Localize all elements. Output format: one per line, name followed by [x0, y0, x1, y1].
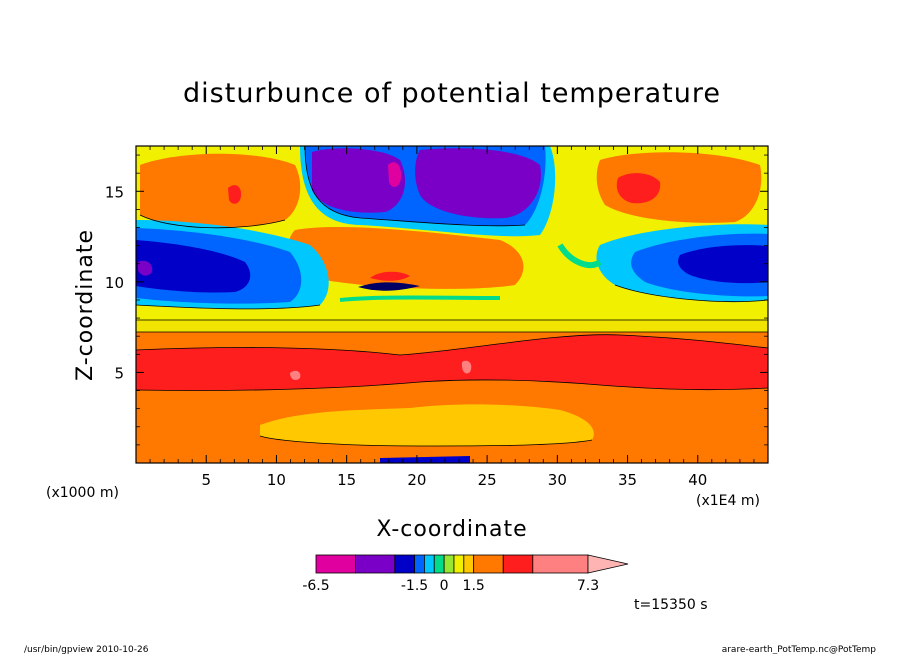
colorbar-swatch	[502, 554, 534, 574]
colorbar-swatch	[433, 554, 445, 574]
colorbar-label: 0	[440, 578, 449, 594]
colorbar-swatch	[473, 554, 504, 574]
x-tick-label: 40	[688, 471, 707, 489]
y-tick-label: 5	[114, 364, 124, 382]
colorbar-swatch	[453, 554, 465, 574]
colorbar-label: 1.5	[463, 578, 485, 594]
contour-field	[136, 146, 768, 463]
colorbar-label: -1.5	[401, 578, 428, 594]
chart-title: disturbunce of potential temperature	[183, 78, 721, 109]
x-tick-label: 25	[478, 471, 497, 489]
y-axis-label: Z-coordinate	[73, 229, 98, 381]
plot-frame	[135, 145, 769, 464]
x-tick-label: 30	[548, 471, 567, 489]
colorbar-swatch	[443, 554, 455, 574]
colorbar-swatch	[394, 554, 415, 574]
colorbar-extend-arrow	[587, 554, 629, 574]
axes: 5 10 15 20 25 30 35 40 5 10 15	[105, 146, 768, 489]
x-unit-note: (x1E4 m)	[696, 493, 760, 509]
time-label: t=15350 s	[634, 597, 708, 613]
x-axis-label: X-coordinate	[376, 517, 527, 542]
colorbar-swatch	[532, 554, 589, 574]
x-tick-label: 15	[337, 471, 356, 489]
x-tick-label: 5	[201, 471, 211, 489]
footer-right: arare-earth_PotTemp.nc@PotTemp	[722, 645, 877, 654]
colorbar-swatch	[315, 554, 356, 574]
colorbar-swatch	[463, 554, 475, 574]
x-tick-label: 10	[267, 471, 286, 489]
colorbar-label: -6.5	[302, 578, 329, 594]
colorbar-swatch	[355, 554, 396, 574]
colorbar: -6.5 -1.5 0 1.5 7.3	[302, 554, 629, 594]
y-tick-label: 10	[105, 274, 124, 292]
footer-left: /usr/bin/gpview 2010-10-26	[24, 645, 149, 654]
colorbar-label: 7.3	[577, 578, 599, 594]
x-tick-label: 35	[618, 471, 637, 489]
y-tick-label: 15	[105, 183, 124, 201]
colorbar-swatch	[424, 554, 435, 574]
y-unit-note: (x1000 m)	[46, 485, 119, 501]
colorbar-swatch	[414, 554, 425, 574]
x-tick-label: 20	[407, 471, 426, 489]
